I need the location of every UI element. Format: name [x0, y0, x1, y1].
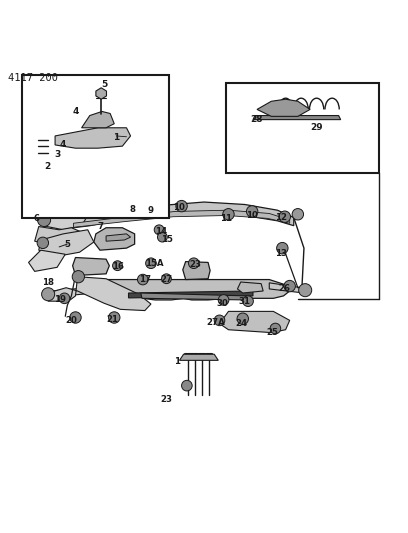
Circle shape — [42, 288, 55, 301]
Polygon shape — [48, 277, 151, 311]
Polygon shape — [220, 311, 290, 333]
Polygon shape — [29, 250, 65, 271]
Text: 4: 4 — [72, 107, 79, 116]
Circle shape — [146, 205, 157, 216]
Circle shape — [223, 208, 234, 220]
Circle shape — [37, 237, 49, 248]
Circle shape — [59, 293, 70, 304]
Text: 29: 29 — [310, 123, 322, 132]
Text: 24: 24 — [235, 319, 248, 328]
Polygon shape — [237, 282, 263, 293]
Polygon shape — [39, 213, 88, 230]
Text: 30: 30 — [216, 298, 228, 308]
Polygon shape — [35, 227, 88, 247]
Circle shape — [246, 206, 258, 217]
Circle shape — [146, 258, 156, 269]
Text: 25: 25 — [266, 328, 279, 337]
Circle shape — [113, 261, 122, 271]
Circle shape — [72, 271, 84, 283]
Polygon shape — [106, 234, 131, 241]
Text: 26: 26 — [279, 285, 291, 294]
Polygon shape — [55, 128, 131, 148]
Polygon shape — [141, 293, 249, 300]
Bar — [22, 75, 169, 217]
Text: 23: 23 — [160, 394, 173, 403]
Text: 1: 1 — [113, 133, 120, 142]
Text: 1: 1 — [175, 357, 180, 366]
Circle shape — [137, 274, 148, 285]
Circle shape — [277, 243, 288, 254]
Text: 2: 2 — [44, 162, 50, 171]
Circle shape — [292, 208, 304, 220]
Circle shape — [237, 313, 248, 325]
Polygon shape — [57, 202, 294, 229]
Circle shape — [70, 312, 81, 323]
Text: 11: 11 — [220, 214, 233, 223]
Circle shape — [218, 295, 229, 305]
Text: 6: 6 — [34, 214, 40, 223]
Text: 21: 21 — [106, 315, 118, 324]
Polygon shape — [183, 262, 210, 279]
Text: 8: 8 — [130, 205, 135, 214]
Text: 12: 12 — [275, 213, 287, 222]
Circle shape — [243, 296, 253, 306]
Circle shape — [188, 258, 199, 269]
Text: 18: 18 — [42, 278, 54, 287]
Polygon shape — [269, 283, 304, 293]
Polygon shape — [82, 111, 114, 128]
Text: 23: 23 — [189, 260, 201, 269]
Polygon shape — [73, 257, 109, 276]
Text: 17: 17 — [139, 276, 151, 285]
Circle shape — [214, 315, 225, 326]
Polygon shape — [257, 99, 310, 116]
Text: 14: 14 — [155, 227, 167, 236]
Polygon shape — [73, 210, 290, 228]
Circle shape — [109, 312, 120, 323]
Bar — [226, 83, 379, 173]
Text: 15: 15 — [161, 236, 173, 245]
Text: 28: 28 — [250, 115, 262, 124]
Text: 4117 200: 4117 200 — [8, 72, 58, 83]
Text: 10: 10 — [173, 203, 185, 212]
Text: 13: 13 — [275, 248, 287, 257]
Circle shape — [270, 323, 281, 334]
Circle shape — [129, 203, 140, 214]
Polygon shape — [51, 286, 108, 297]
Polygon shape — [129, 291, 253, 298]
Text: 31: 31 — [238, 297, 250, 306]
Text: 5: 5 — [101, 80, 107, 90]
Text: 5: 5 — [64, 239, 70, 248]
Circle shape — [157, 232, 167, 242]
Text: 9: 9 — [148, 206, 154, 215]
Polygon shape — [180, 354, 218, 360]
Polygon shape — [94, 228, 135, 250]
Circle shape — [48, 141, 58, 151]
Text: 15A: 15A — [145, 259, 164, 268]
Text: 20: 20 — [65, 316, 78, 325]
Text: 19: 19 — [54, 295, 67, 304]
Polygon shape — [96, 88, 106, 99]
Circle shape — [176, 200, 187, 212]
Text: 27: 27 — [160, 275, 173, 284]
Text: 7: 7 — [97, 222, 103, 231]
Circle shape — [284, 280, 295, 292]
Circle shape — [279, 211, 290, 222]
Circle shape — [182, 381, 192, 391]
Text: 10: 10 — [246, 211, 258, 220]
Circle shape — [154, 225, 164, 235]
Circle shape — [48, 135, 58, 146]
Text: 16: 16 — [112, 262, 124, 271]
Polygon shape — [39, 230, 94, 256]
Text: 3: 3 — [54, 150, 60, 159]
Circle shape — [162, 274, 171, 284]
Polygon shape — [106, 279, 290, 300]
Circle shape — [48, 148, 58, 158]
Text: 27A: 27A — [206, 318, 225, 327]
Text: 4: 4 — [60, 140, 67, 149]
Circle shape — [299, 284, 312, 297]
Circle shape — [38, 213, 51, 227]
Circle shape — [94, 109, 109, 124]
Polygon shape — [253, 116, 341, 119]
